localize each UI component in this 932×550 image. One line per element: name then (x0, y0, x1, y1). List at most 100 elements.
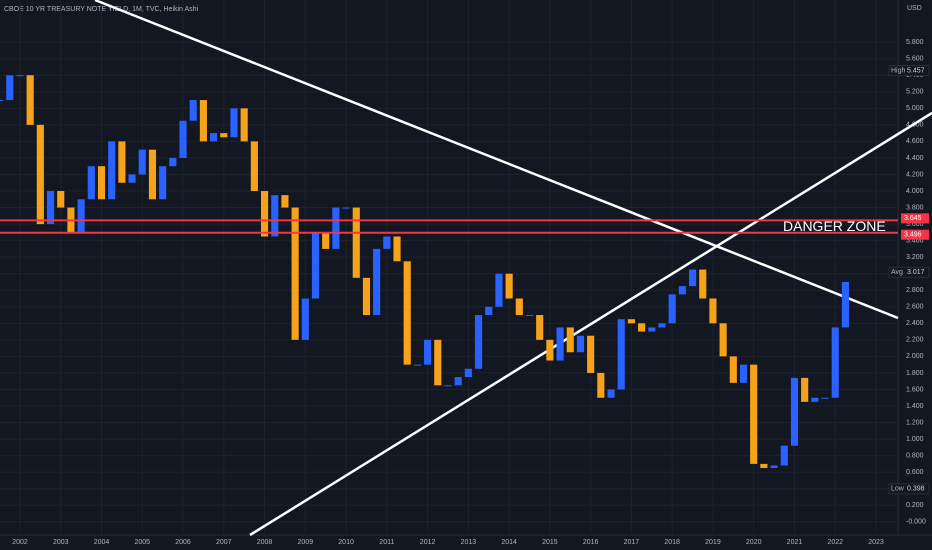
candle (790, 377, 799, 446)
y-tick-label: 5.000 (906, 105, 924, 112)
x-tick-label: 2014 (501, 539, 517, 546)
candle (108, 141, 116, 200)
candle (821, 397, 829, 399)
candle (760, 463, 768, 469)
y-tick-label: 1.800 (906, 370, 924, 377)
candle (801, 377, 809, 402)
y-tick-label: 4.000 (906, 188, 924, 195)
candle (587, 335, 595, 373)
y-tick-label: 1.400 (906, 403, 924, 410)
candle (668, 294, 676, 324)
x-tick-label: 2013 (461, 539, 477, 546)
y-tick-label: 3.600 (906, 221, 924, 228)
y-tick-label: 0.800 (906, 452, 924, 459)
y-tick-label: 0.200 (906, 502, 924, 509)
candle (138, 149, 146, 175)
candle (495, 273, 503, 307)
x-tick-label: 2002 (12, 539, 28, 546)
y-unit: USD (907, 5, 922, 12)
x-tick-label: 2012 (420, 539, 436, 546)
candle (464, 368, 472, 378)
candle (240, 108, 248, 142)
candle (97, 166, 106, 200)
x-tick-label: 2010 (338, 539, 354, 546)
candle (525, 315, 534, 317)
candle (291, 207, 299, 340)
candle (556, 327, 564, 361)
candle (474, 315, 483, 369)
candle (342, 207, 350, 209)
candle (301, 298, 309, 340)
candle (250, 141, 258, 192)
candle (424, 339, 432, 365)
candle (648, 327, 656, 332)
candle (332, 207, 340, 249)
y-tick-label: 0.600 (906, 469, 924, 476)
candle (699, 269, 707, 299)
x-tick-label: 2003 (53, 539, 69, 546)
candle (260, 191, 269, 237)
candle (515, 298, 523, 316)
candle (576, 335, 585, 353)
candle (403, 261, 411, 365)
candle (179, 120, 187, 158)
y-tick-label: 5.800 (906, 39, 924, 46)
candle (36, 124, 44, 225)
candle (709, 298, 717, 324)
y-tick-label: 4.200 (906, 171, 924, 178)
y-tick-label: 4.800 (906, 122, 924, 129)
x-tick-label: 2015 (542, 539, 558, 546)
candle (169, 157, 177, 167)
x-tick-label: 2020 (746, 539, 762, 546)
candle (271, 195, 279, 237)
candle (444, 385, 452, 387)
candle (597, 372, 605, 398)
candle (189, 100, 197, 121)
x-tick-label: 2006 (175, 539, 191, 546)
candle (566, 327, 574, 353)
x-tick-label: 2009 (298, 539, 314, 546)
candle (159, 166, 167, 200)
candle (77, 199, 85, 233)
y-tick-label: 1.000 (906, 436, 924, 443)
candle (16, 75, 24, 77)
y-tick-label: 3.800 (906, 204, 924, 211)
candle (434, 339, 442, 386)
candle (362, 277, 371, 316)
candle (719, 323, 727, 357)
candle (0, 100, 4, 102)
price-tag (888, 483, 930, 495)
y-tick-label: 3.200 (906, 254, 924, 261)
candle (454, 377, 462, 386)
y-tick-label: 4.400 (906, 155, 924, 162)
price-tag-value: 0.398 (907, 486, 925, 493)
x-tick-label: 2017 (624, 539, 640, 546)
candle (210, 133, 218, 142)
level-label: 3.645 (904, 215, 922, 222)
candle (220, 133, 228, 138)
candle (536, 315, 544, 340)
x-tick-label: 2019 (705, 539, 721, 546)
candle (413, 364, 421, 366)
candle (688, 269, 697, 287)
candle (393, 236, 401, 262)
x-tick-label: 2023 (868, 539, 884, 546)
y-tick-label: 4.600 (906, 138, 924, 145)
y-tick-label: 2.200 (906, 337, 924, 344)
candle (352, 207, 360, 278)
candle (485, 306, 493, 316)
candle (148, 149, 157, 200)
price-tag (888, 266, 930, 278)
candle (373, 248, 381, 316)
x-tick-label: 2021 (787, 539, 803, 546)
candle (729, 356, 737, 383)
candle (199, 100, 207, 142)
candle (750, 364, 758, 464)
candle (627, 319, 635, 324)
price-tag-name: Avg (891, 269, 903, 276)
y-tick-label: 5.600 (906, 56, 924, 63)
candle (780, 445, 788, 466)
x-tick-label: 2018 (664, 539, 680, 546)
level-tag (901, 213, 929, 224)
